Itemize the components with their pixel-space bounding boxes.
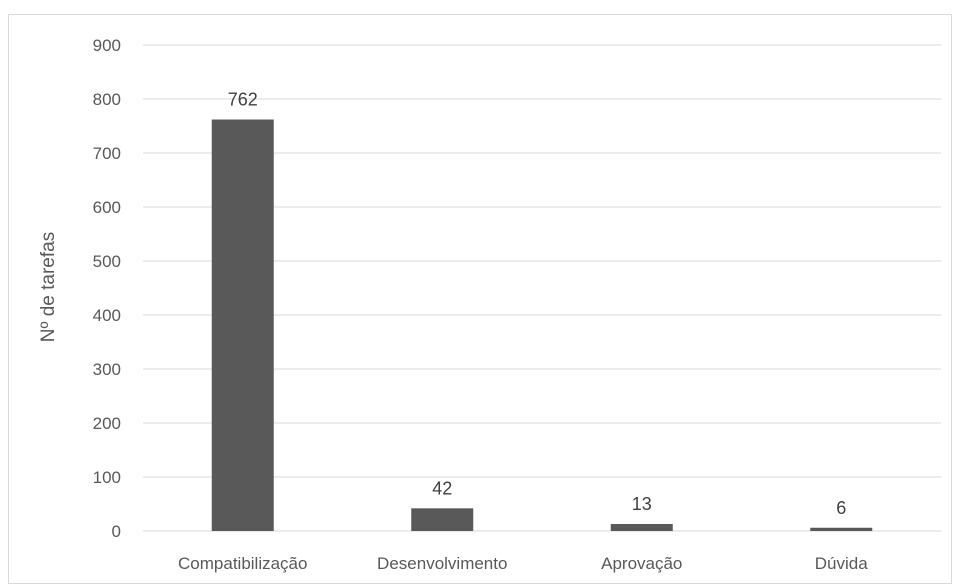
y-tick-label: 200 <box>93 414 121 433</box>
y-tick-label: 700 <box>93 144 121 163</box>
bar-1 <box>411 508 474 531</box>
y-tick-label: 900 <box>93 36 121 55</box>
x-tick-label-1: Desenvolvimento <box>377 554 507 573</box>
y-tick-label: 600 <box>93 198 121 217</box>
data-labels: 762 42 13 6 <box>228 90 847 518</box>
x-tick-label-2: Aprovação <box>601 554 682 573</box>
x-tick-label-0: Compatibilização <box>178 554 307 573</box>
data-label-3: 6 <box>836 498 846 518</box>
y-tick-label: 500 <box>93 252 121 271</box>
y-axis-ticks: 0 100 200 300 400 500 600 700 800 900 <box>93 36 121 541</box>
y-tick-label: 300 <box>93 360 121 379</box>
chart-frame <box>8 14 952 584</box>
y-axis-title: Nº de tarefas <box>38 232 59 342</box>
y-tick-label: 800 <box>93 90 121 109</box>
data-label-1: 42 <box>432 478 452 498</box>
bar-3 <box>810 527 873 531</box>
data-label-2: 13 <box>632 494 652 514</box>
y-tick-label: 0 <box>112 522 121 541</box>
y-tick-label: 400 <box>93 306 121 325</box>
x-axis-ticks: Compatibilização Desenvolvimento Aprovação… <box>178 554 868 573</box>
data-label-0: 762 <box>228 90 258 110</box>
x-tick-label-3: Dúvida <box>815 554 868 573</box>
bar-0 <box>211 119 274 532</box>
gridlines <box>143 44 941 532</box>
bars <box>211 119 873 532</box>
bar-2 <box>610 523 673 531</box>
y-tick-label: 100 <box>93 468 121 487</box>
